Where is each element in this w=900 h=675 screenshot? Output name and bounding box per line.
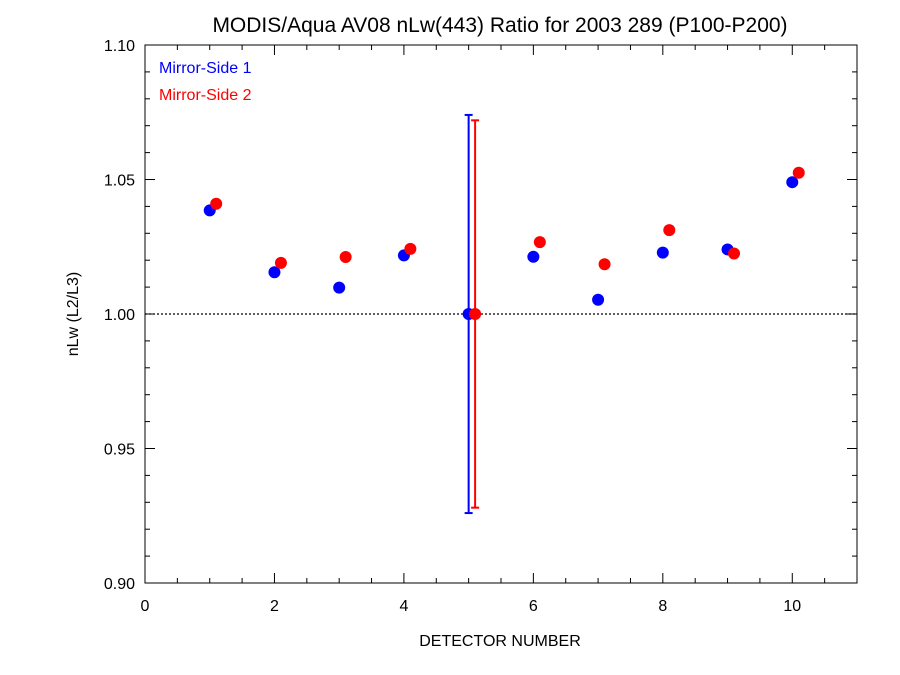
legend-entry: Mirror-Side 2 [159,87,252,104]
data-point [592,293,605,306]
data-point [786,176,799,189]
x-axis: 0 2 4 6 8 10 [141,45,858,615]
data-point [598,258,611,271]
y-tick-label: 1.00 [104,307,135,324]
data-point [274,256,287,269]
data-point [404,242,417,255]
x-tick-label: 8 [658,598,667,615]
y-axis: 0.90 0.95 1.00 1.05 1.10 [104,38,857,593]
data-point [527,250,540,263]
x-tick-label: 4 [399,598,408,615]
y-axis-label: nLw (L2/L3) [65,272,82,357]
data-point [533,236,546,249]
y-tick-label: 0.90 [104,576,135,593]
x-tick-label: 6 [529,598,538,615]
legend: Mirror-Side 1 Mirror-Side 2 [159,60,252,104]
data-point [339,250,352,263]
x-tick-label: 10 [783,598,801,615]
y-tick-label: 0.95 [104,442,135,459]
data-point [210,197,223,210]
x-axis-label: DETECTOR NUMBER [419,633,581,650]
x-tick-label: 0 [141,598,150,615]
data-point [656,246,669,259]
data-point [663,224,676,237]
data-point [333,281,346,294]
data-point [268,266,281,279]
data-point [792,166,805,179]
legend-entry: Mirror-Side 1 [159,60,252,77]
plot-layer [203,113,805,515]
data-point [469,308,482,320]
x-tick-label: 2 [270,598,279,615]
y-tick-label: 1.05 [104,173,135,190]
data-point [728,247,741,260]
chart-title: MODIS/Aqua AV08 nLw(443) Ratio for 2003 … [212,14,787,37]
y-tick-label: 1.10 [104,38,135,55]
